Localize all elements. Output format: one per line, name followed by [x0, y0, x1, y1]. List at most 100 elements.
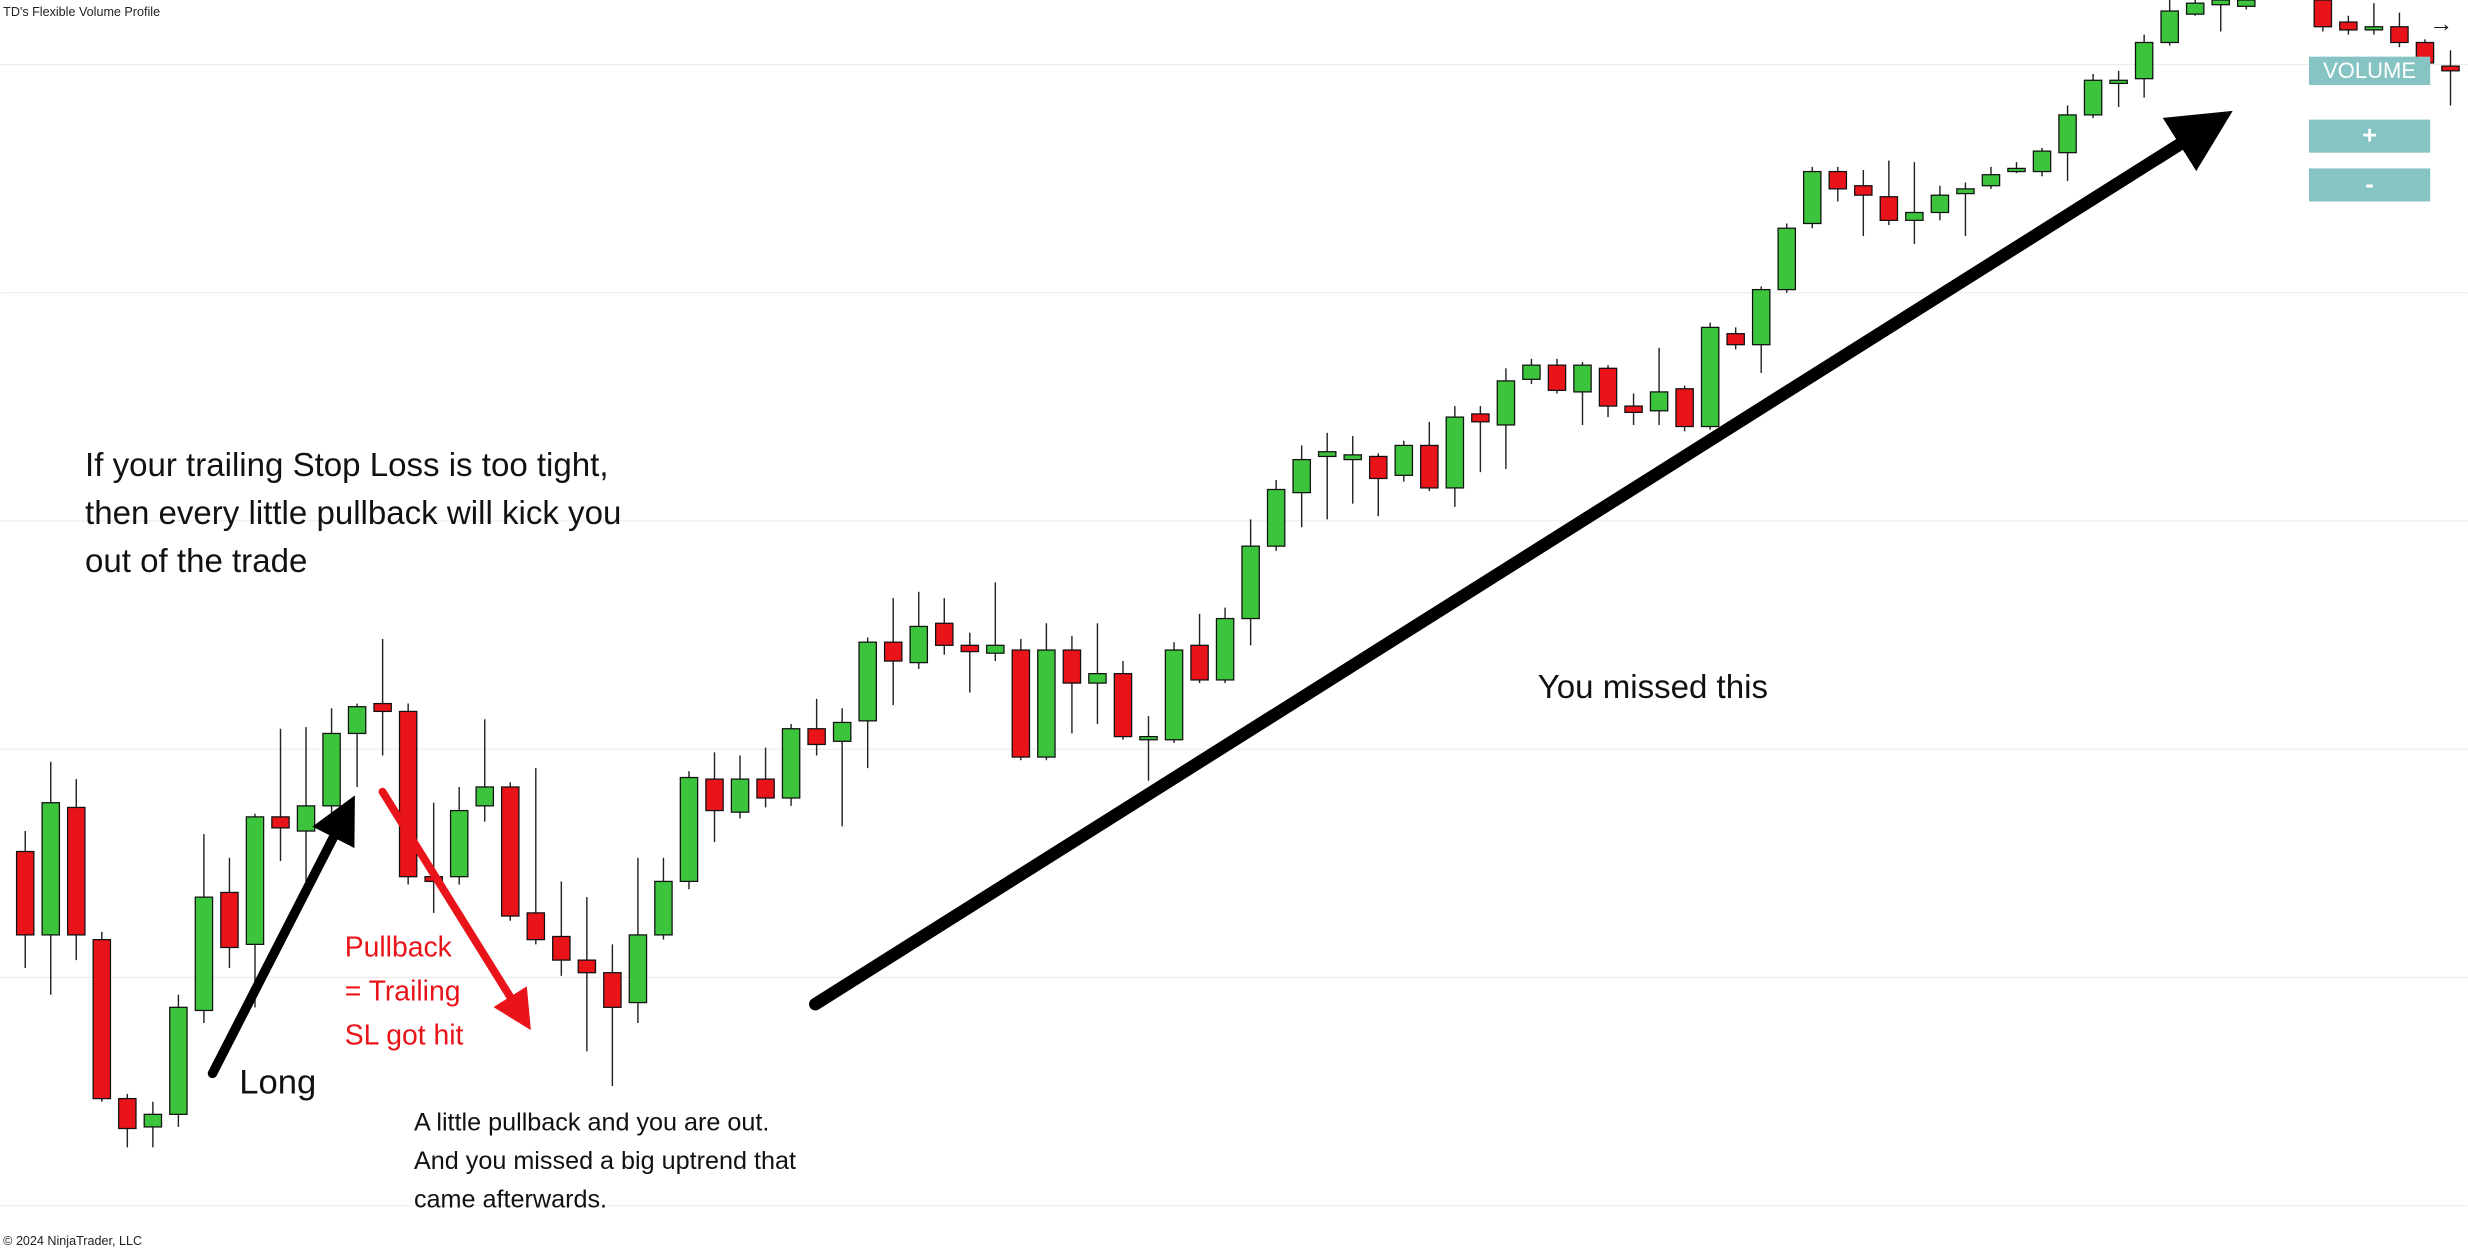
- candle-body: [475, 786, 495, 807]
- candle-body: [2313, 0, 2333, 28]
- candle-body: [1573, 364, 1592, 393]
- candle-body: [2441, 65, 2460, 72]
- volume-button[interactable]: VOLUME: [2308, 56, 2431, 85]
- candle-body: [2109, 79, 2128, 85]
- candle-body: [220, 891, 239, 949]
- candle-body: [1420, 444, 1439, 489]
- candle-body: [1368, 455, 1388, 480]
- candle-body: [92, 939, 112, 1100]
- candle-body: [628, 934, 648, 1004]
- candle-body: [1496, 380, 1516, 426]
- annotation-line: If your trailing Stop Loss is too tight,: [85, 447, 609, 484]
- candle-body: [1215, 617, 1235, 681]
- candle-body: [1317, 451, 1337, 458]
- candle-body: [449, 809, 469, 878]
- candle-body: [730, 778, 750, 813]
- candle-body: [1190, 644, 1209, 681]
- candle-body: [1930, 194, 1950, 214]
- candle-body: [2185, 2, 2205, 15]
- candle-body: [1266, 488, 1286, 547]
- candle-body: [169, 1006, 188, 1115]
- candle-body: [2058, 114, 2077, 154]
- candle-body: [1343, 454, 1363, 461]
- candles: [15, 0, 2460, 1148]
- candle-body: [2032, 150, 2052, 173]
- plus-button[interactable]: +: [2308, 119, 2431, 153]
- candle-body: [654, 880, 673, 936]
- candle-body: [986, 644, 1005, 654]
- candle-body: [1981, 174, 2001, 187]
- annotation-line: A little pullback and you are out.: [414, 1108, 769, 1136]
- candle-body: [1139, 735, 1158, 741]
- candle-body: [1649, 391, 1669, 412]
- candle-body: [1700, 326, 1720, 428]
- candle-body: [1037, 649, 1056, 758]
- candle-body: [2236, 0, 2256, 7]
- pullback-arrow: [378, 787, 531, 1031]
- candle-body: [1802, 170, 1822, 225]
- candle-body: [1241, 545, 1260, 620]
- candle-body: [2211, 0, 2231, 6]
- candle-body: [2160, 10, 2179, 44]
- candle-body: [194, 896, 214, 1012]
- candle-body: [296, 805, 316, 832]
- button-bg[interactable]: [2308, 56, 2431, 85]
- minus-button[interactable]: -: [2308, 168, 2431, 202]
- button-label[interactable]: -: [2365, 170, 2373, 198]
- candle-body: [322, 732, 341, 807]
- candle-body: [1471, 413, 1490, 423]
- candle-body: [960, 644, 980, 653]
- annotation-line: Pullback: [345, 932, 453, 964]
- candle-body: [1011, 649, 1031, 758]
- trend-arrow: [809, 110, 2233, 1011]
- candle-body: [15, 850, 35, 936]
- annotation-line: You missed this: [1538, 669, 1768, 706]
- annotation-line: came afterwards.: [414, 1186, 607, 1214]
- candle-body: [1113, 673, 1133, 738]
- candle-body: [2364, 26, 2384, 31]
- candle-body: [2390, 26, 2409, 44]
- candle-body: [781, 728, 801, 799]
- candle-body: [1062, 649, 1082, 684]
- candle-body: [500, 786, 520, 917]
- button-bg[interactable]: [2308, 119, 2431, 153]
- candle-body: [1777, 227, 1797, 291]
- copyright: © 2024 NinjaTrader, LLC: [3, 1234, 142, 1248]
- candle-body: [1854, 185, 1873, 196]
- button-bg[interactable]: [2308, 168, 2431, 202]
- candle-body: [398, 710, 418, 878]
- candle-body: [245, 816, 265, 945]
- candle-body: [2339, 21, 2358, 31]
- nav-arrow[interactable]: →: [2429, 11, 2453, 37]
- candle-body: [41, 802, 61, 936]
- long-arrow: [207, 795, 355, 1079]
- annotation-line: = Trailing: [345, 976, 461, 1008]
- annotation-line: out of the trade: [85, 543, 307, 580]
- candle-body: [679, 776, 699, 883]
- annotations: If your trailing Stop Loss is too tight,…: [85, 447, 1768, 1213]
- candle-body: [756, 778, 775, 799]
- annotation-line: Long: [239, 1064, 316, 1102]
- candle-body: [807, 728, 826, 746]
- candle-body: [577, 959, 597, 974]
- candle-body: [2007, 167, 2026, 173]
- candle-body: [832, 721, 852, 742]
- candle-body: [1751, 288, 1771, 346]
- candle-body: [603, 972, 622, 1008]
- button-label[interactable]: +: [2362, 122, 2377, 150]
- button-label[interactable]: VOLUME: [2323, 58, 2416, 83]
- candle-body: [1547, 364, 1567, 391]
- candle-body: [1879, 196, 1899, 221]
- candle-body: [705, 778, 724, 812]
- candle-body: [66, 806, 86, 936]
- candle-body: [1905, 211, 1924, 221]
- indicator-label: TD's Flexible Volume Profile: [3, 5, 160, 19]
- candle-body: [1726, 333, 1745, 346]
- candle-body: [552, 935, 571, 961]
- candle-body: [858, 641, 877, 722]
- candle-body: [1164, 649, 1184, 741]
- candle-body: [1828, 170, 1848, 190]
- candle-body: [1956, 188, 1975, 195]
- candle-body: [883, 641, 903, 662]
